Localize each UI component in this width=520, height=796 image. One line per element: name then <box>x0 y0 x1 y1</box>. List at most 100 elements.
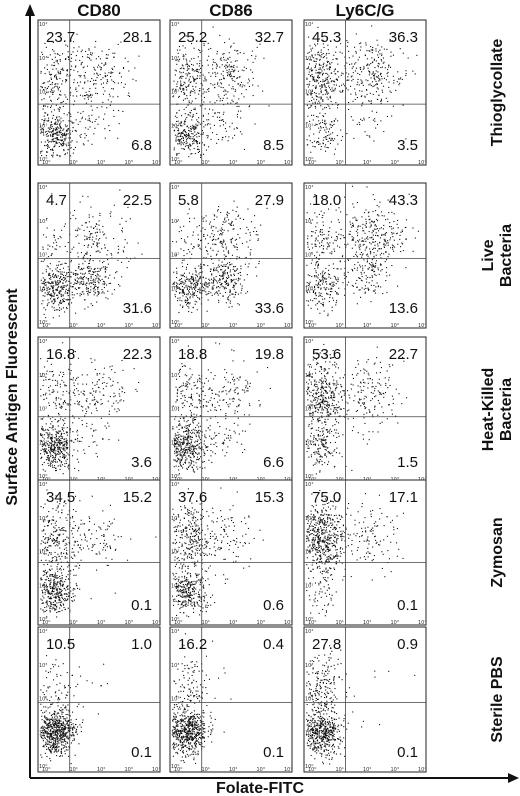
panel-frame <box>303 182 427 329</box>
event-dot <box>361 254 363 256</box>
event-dot <box>322 281 324 283</box>
event-dot <box>63 424 65 426</box>
event-dot <box>326 287 328 289</box>
event-dot <box>321 234 323 236</box>
event-dot <box>331 80 333 82</box>
event-dot <box>370 63 372 65</box>
event-dot <box>367 288 369 290</box>
event-dot <box>245 89 247 91</box>
event-dot <box>371 232 373 234</box>
event-dot <box>327 315 329 317</box>
event-dot <box>52 391 54 393</box>
event-dot <box>58 451 60 453</box>
event-dot <box>42 53 44 55</box>
event-dot <box>203 235 205 237</box>
event-dot <box>376 83 378 85</box>
event-dot <box>45 269 47 271</box>
event-dot <box>225 264 227 266</box>
event-dot <box>229 269 231 271</box>
event-dot <box>327 73 329 75</box>
event-dot <box>93 271 95 273</box>
event-dot <box>312 78 314 80</box>
event-dot <box>230 76 232 78</box>
event-dot <box>225 67 227 69</box>
event-dot <box>377 88 379 90</box>
event-dot <box>77 252 79 254</box>
event-dot <box>252 95 254 97</box>
event-dot <box>182 136 184 138</box>
event-dot <box>217 210 219 212</box>
event-dot <box>87 280 89 282</box>
event-dot <box>236 105 238 107</box>
event-dot <box>102 231 104 233</box>
event-dot <box>56 126 58 128</box>
event-dot <box>84 222 86 224</box>
event-dot <box>308 282 310 284</box>
event-dot <box>58 97 60 99</box>
event-dot <box>75 130 77 132</box>
event-dot <box>191 388 193 390</box>
event-dot <box>225 64 227 66</box>
event-dot <box>56 142 58 144</box>
event-dot <box>197 234 199 236</box>
event-dot <box>223 239 225 241</box>
event-dot <box>59 281 61 283</box>
event-dot <box>96 242 98 244</box>
event-dot <box>59 278 61 280</box>
event-dot <box>57 450 59 452</box>
event-dot <box>183 418 185 420</box>
event-dot <box>55 456 57 458</box>
event-dot <box>190 376 192 378</box>
event-dot <box>55 131 57 133</box>
event-dot <box>215 254 217 256</box>
event-dot <box>183 417 185 419</box>
event-dot <box>52 452 54 454</box>
event-dot <box>233 64 235 66</box>
event-dot <box>49 272 51 274</box>
event-dot <box>205 215 207 217</box>
event-dot <box>95 452 97 454</box>
event-dot <box>88 291 90 293</box>
event-dot <box>76 388 78 390</box>
event-dot <box>44 448 46 450</box>
event-dot <box>227 282 229 284</box>
y-tick-label: 10¹ <box>171 123 179 129</box>
event-dot <box>209 101 211 103</box>
event-dot <box>79 81 81 83</box>
event-dot <box>199 105 201 107</box>
event-dot <box>53 276 55 278</box>
event-dot <box>327 92 329 94</box>
event-dot <box>190 128 192 130</box>
event-dot <box>249 254 251 256</box>
event-dot <box>51 445 53 447</box>
event-dot <box>399 234 401 236</box>
event-dot <box>91 361 93 363</box>
event-dot <box>313 290 315 292</box>
event-dot <box>121 391 123 393</box>
event-dot <box>119 395 121 397</box>
event-dot <box>73 148 75 150</box>
event-dot <box>62 295 64 297</box>
event-dot <box>55 407 57 409</box>
event-dot <box>188 156 190 158</box>
event-dot <box>73 389 75 391</box>
event-dot <box>62 403 64 405</box>
event-dot <box>364 95 366 97</box>
event-dot <box>230 73 232 75</box>
event-dot <box>365 42 367 44</box>
event-dot <box>233 286 235 288</box>
event-dot <box>185 385 187 387</box>
event-dot <box>373 264 375 266</box>
event-dot <box>121 360 123 362</box>
event-dot <box>382 57 384 59</box>
event-dot <box>58 446 60 448</box>
event-dot <box>233 279 235 281</box>
event-dot <box>346 79 348 81</box>
event-dot <box>50 99 52 101</box>
event-dot <box>45 145 47 147</box>
event-dot <box>70 40 72 42</box>
event-dot <box>56 294 58 296</box>
event-dot <box>236 249 238 251</box>
event-dot <box>53 109 55 111</box>
event-dot <box>189 368 191 370</box>
